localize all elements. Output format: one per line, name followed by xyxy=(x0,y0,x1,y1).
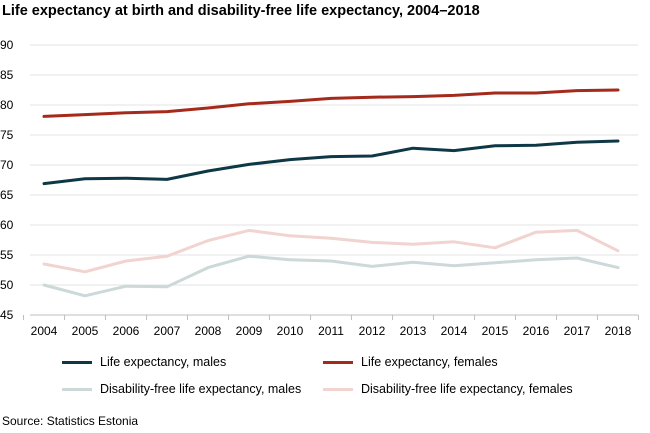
x-tick-label: 2006 xyxy=(113,324,140,338)
x-tick-label: 2017 xyxy=(564,324,591,338)
series-line-3 xyxy=(42,228,620,274)
x-tick-label: 2009 xyxy=(236,324,263,338)
x-tick-label: 2018 xyxy=(605,324,632,338)
y-tick-label: 80 xyxy=(0,98,14,112)
legend-item-females: Life expectancy, females xyxy=(323,355,498,369)
x-tick-label: 2010 xyxy=(277,324,304,338)
x-tick-label: 2015 xyxy=(482,324,509,338)
source-note: Source: Statistics Estonia xyxy=(2,414,139,428)
y-tick-label: 85 xyxy=(0,68,14,82)
x-tick-label: 2011 xyxy=(318,324,344,338)
chart-title: Life expectancy at birth and disability-… xyxy=(2,3,480,19)
legend-swatch xyxy=(62,360,92,364)
y-tick-label: 45 xyxy=(0,308,14,322)
x-axis-ticks: 2004 2005 2006 2007 2008 2009 2010 2011 2012 2013… xyxy=(31,324,632,338)
y-tick-label: 90 xyxy=(0,38,14,52)
x-tick-label: 2005 xyxy=(72,324,99,338)
y-tick-label: 60 xyxy=(0,218,14,232)
y-tick-label: 55 xyxy=(0,248,14,262)
legend-item-males: Life expectancy, males xyxy=(62,355,226,369)
x-tick-label: 2004 xyxy=(31,324,58,338)
series-line-1 xyxy=(42,88,620,118)
x-tick-label: 2008 xyxy=(195,324,222,338)
series-line-2 xyxy=(42,254,620,298)
legend-swatch xyxy=(62,387,92,391)
y-axis-ticks: 45 50 55 60 65 70 75 80 85 90 xyxy=(0,38,14,322)
x-tick-label: 2014 xyxy=(441,324,468,338)
legend-item-df-females: Disability-free life expectancy, females xyxy=(323,382,573,396)
legend-swatch xyxy=(323,360,353,364)
gridlines xyxy=(23,44,639,320)
x-tick-label: 2007 xyxy=(154,324,181,338)
y-tick-label: 65 xyxy=(0,188,14,202)
y-tick-label: 50 xyxy=(0,278,14,292)
y-tick-label: 70 xyxy=(0,158,14,172)
legend-label: Disability-free life expectancy, females xyxy=(361,382,573,396)
legend-label: Life expectancy, males xyxy=(100,355,227,369)
legend-item-df-males: Disability-free life expectancy, males xyxy=(62,382,301,396)
x-tick-label: 2013 xyxy=(400,324,427,338)
legend-label: Life expectancy, females xyxy=(361,355,498,369)
legend-label: Disability-free life expectancy, males xyxy=(100,382,302,396)
y-tick-label: 75 xyxy=(0,128,14,142)
series-lines xyxy=(42,88,620,298)
series-line-0 xyxy=(42,139,620,186)
x-tick-label: 2016 xyxy=(523,324,550,338)
legend-swatch xyxy=(323,387,353,391)
x-tick-label: 2012 xyxy=(359,324,386,338)
